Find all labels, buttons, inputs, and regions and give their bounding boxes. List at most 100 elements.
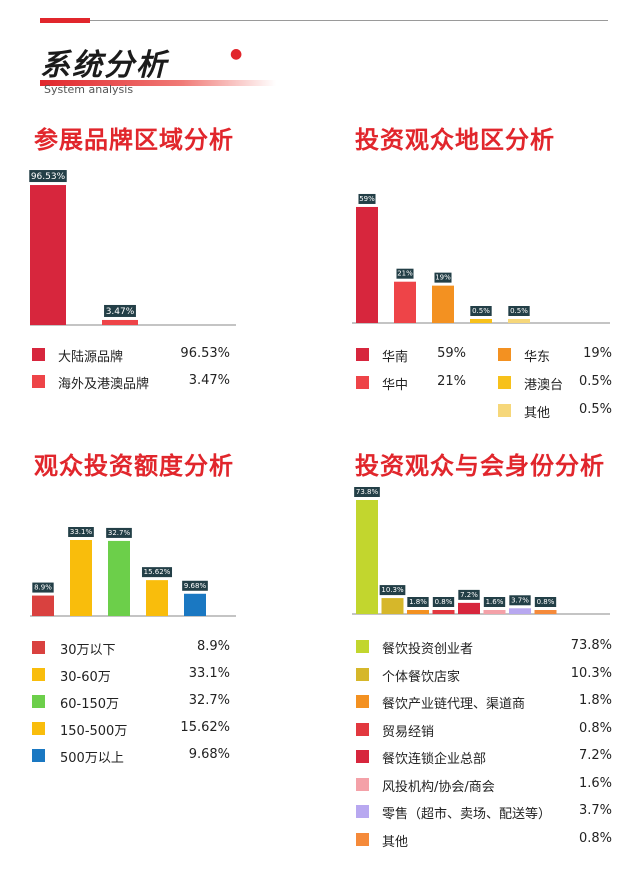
identity-legend-swatch: [356, 750, 369, 763]
region-bar: [470, 319, 492, 323]
budget-legend-value: 8.9%: [196, 639, 230, 654]
brand-legend-label: 大陆源品牌: [58, 350, 124, 365]
budget-legend-swatch: [32, 641, 45, 654]
region-bar: [432, 285, 454, 323]
region-bar-label-bg: [358, 193, 376, 204]
region-bar-label: 21%: [397, 270, 413, 278]
identity-legend-value: 1.6%: [578, 775, 612, 791]
region-legend-value: 0.5%: [578, 402, 612, 417]
top-divider: [40, 20, 608, 21]
region-bar-label-bg: [434, 272, 452, 283]
region-legend-label: 华南: [382, 350, 409, 365]
identity-bar-label-bg: [534, 597, 557, 607]
identity-bar: [432, 610, 455, 614]
identity-legend-value: 10.3%: [570, 665, 612, 681]
budget-bar-label: 33.1%: [70, 528, 93, 536]
region-legend-swatch: [356, 376, 369, 389]
region-bar-label-bg: [470, 306, 492, 316]
identity-legend-value: 3.7%: [578, 803, 612, 818]
identity-legend-swatch: [356, 695, 369, 708]
budget-bar-label-bg: [182, 580, 208, 591]
region-bar-label: 0.5%: [472, 307, 490, 315]
region-legend-label: 其他: [524, 406, 551, 421]
identity-legend-swatch: [356, 640, 369, 653]
region-legend-swatch: [498, 376, 511, 389]
region-plot: 59% 21% 19% 0.5% 0.5%: [352, 193, 610, 324]
region-legend-value: 19%: [583, 346, 612, 361]
brand-plot: 96.53% 3.47%: [29, 170, 236, 326]
brand-legend-swatch: [32, 348, 45, 361]
budget-bar-label-bg: [106, 527, 132, 538]
identity-bar-label: 73.8%: [356, 488, 379, 496]
identity-bar: [534, 610, 557, 614]
identity-legend-value: 7.2%: [578, 748, 612, 763]
identity-bar-label-bg: [458, 589, 480, 600]
identity-legend-label: 零售（超市、卖场、配送等）: [382, 807, 552, 822]
budget-bar-label-bg: [68, 527, 94, 537]
identity-bar-label: 0.8%: [537, 598, 555, 606]
identity-bar-label: 3.7%: [511, 596, 529, 604]
identity-chart-title: 投资观众与会身份分析: [355, 452, 605, 480]
page-title: 系统分析: [40, 48, 168, 83]
budget-legend-label: 30-60万: [60, 670, 111, 685]
budget-legend-swatch: [32, 749, 45, 762]
region-bar-label-bg: [508, 306, 530, 316]
budget-legend-swatch: [32, 722, 45, 735]
budget-bar: [146, 580, 168, 616]
region-legend-swatch: [498, 404, 511, 417]
region-chart-title: 投资观众地区分析: [355, 126, 555, 154]
budget-legend-value: 33.1%: [188, 666, 230, 681]
identity-bar: [509, 608, 531, 614]
region-legend-label: 华中: [382, 378, 409, 393]
header-stripe: [40, 80, 276, 86]
budget-bar-label-bg: [141, 567, 173, 578]
identity-bar-label-bg: [379, 585, 406, 596]
budget-legend-label: 60-150万: [60, 697, 120, 712]
budget-bar-label: 8.9%: [34, 584, 52, 592]
region-bar-label: 19%: [435, 274, 451, 282]
budget-legend-swatch: [32, 695, 45, 708]
region-legend-swatch: [356, 348, 369, 361]
page-subtitle: System analysis: [44, 83, 134, 96]
region-legend-label: 华东: [524, 350, 551, 365]
identity-legend-value: 0.8%: [578, 720, 612, 736]
brand-legend-value: 3.47%: [188, 373, 230, 388]
identity-legend-swatch: [356, 777, 369, 791]
region-legend-label: 港澳台: [524, 378, 564, 393]
brand-legend-label: 海外及港澳品牌: [58, 377, 150, 392]
budget-legend-value: 9.68%: [188, 747, 230, 762]
budget-bar-label: 15.62%: [144, 568, 171, 576]
brand-bar: [30, 185, 66, 325]
budget-legend-label: 150-500万: [60, 724, 128, 739]
identity-legend-swatch: [356, 722, 369, 736]
identity-bar: [381, 598, 404, 614]
identity-bar: [407, 610, 429, 614]
identity-bar-label: 1.6%: [486, 598, 504, 606]
identity-bar-label: 7.2%: [460, 591, 478, 599]
brand-bar-label-bg: [29, 170, 67, 183]
budget-bar-label: 9.68%: [184, 582, 207, 590]
identity-bar-label: 10.3%: [381, 586, 404, 594]
budget-plot: 8.9% 33.1% 32.7% 15.62% 9.68%: [30, 527, 236, 617]
budget-bar-label-bg: [32, 582, 54, 593]
region-bar-label: 0.5%: [510, 307, 528, 315]
region-legend-value: 0.5%: [578, 374, 612, 389]
top-accent-bar: [40, 18, 90, 23]
identity-bar-label-bg: [509, 595, 531, 606]
region-legend-swatch: [498, 348, 511, 361]
identity-legend-label: 其他: [382, 834, 409, 850]
identity-bar-label: 1.8%: [409, 598, 427, 606]
identity-legend-value: 0.8%: [578, 830, 612, 846]
region-bar: [508, 319, 530, 323]
brand-bar-label-bg: [104, 304, 136, 317]
identity-legend-label: 风投机构/协会/商会: [382, 779, 495, 795]
budget-legend-value: 32.7%: [188, 693, 230, 708]
brand-legend-swatch: [32, 375, 45, 388]
region-legend-value: 21%: [437, 374, 466, 389]
brand-bar-label: 96.53%: [31, 172, 66, 182]
region-bar: [394, 281, 416, 323]
budget-bar: [184, 593, 206, 616]
region-bar: [356, 206, 378, 323]
budget-bar-label: 32.7%: [108, 529, 131, 537]
